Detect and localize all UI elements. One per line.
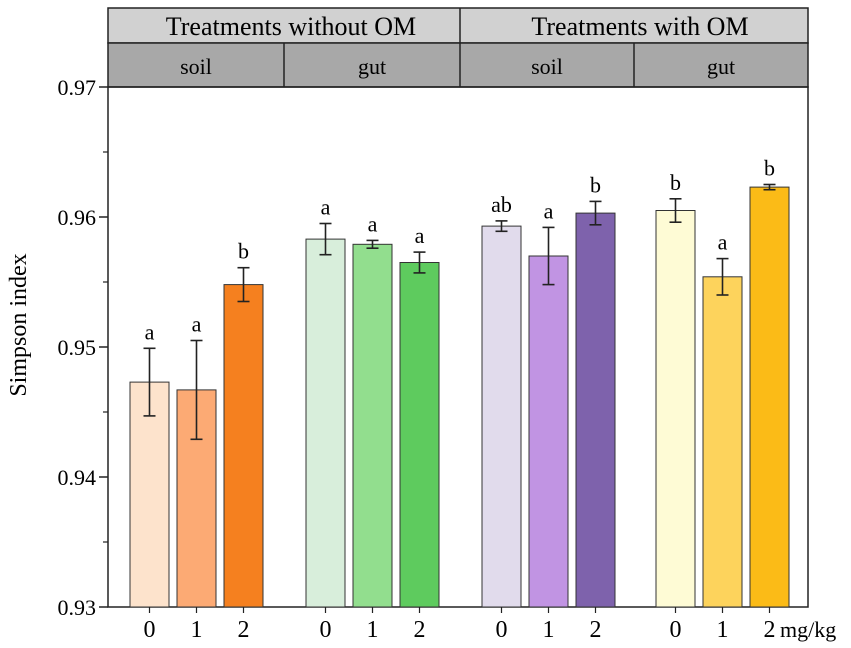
x-tick-label: 0: [496, 617, 508, 643]
x-tick-label: 1: [543, 617, 555, 643]
x-tick-label: 2: [764, 617, 776, 643]
x-tick-label: 2: [238, 617, 250, 643]
bar: [655, 210, 696, 608]
x-tick-label: 0: [670, 617, 682, 643]
significance-letter: a: [718, 230, 728, 255]
bar: [352, 243, 393, 608]
significance-letter: a: [145, 319, 155, 344]
significance-letter: a: [368, 211, 378, 236]
y-tick-label: 0.94: [58, 465, 97, 490]
bar: [305, 238, 346, 608]
x-tick-label: 0: [144, 617, 156, 643]
significance-letter: b: [238, 239, 249, 264]
x-tick-label: 1: [367, 617, 379, 643]
y-tick-label: 0.97: [58, 75, 97, 100]
y-tick-label: 0.95: [58, 335, 97, 360]
x-tick-label: 0: [320, 617, 332, 643]
header-bottom-label-gut-1: gut: [358, 54, 386, 79]
bar: [223, 284, 264, 608]
significance-letter: ab: [491, 192, 512, 217]
y-axis-title: Simpson index: [6, 253, 32, 396]
bar: [702, 276, 743, 608]
header-bottom-label-soil-2: soil: [531, 54, 563, 79]
x-tick-label: 1: [717, 617, 729, 643]
x-tick-label: 2: [414, 617, 426, 643]
bar: [575, 212, 616, 608]
significance-letter: a: [544, 198, 554, 223]
significance-letter: b: [670, 170, 681, 195]
header-bottom-label-soil-1: soil: [180, 54, 212, 79]
significance-letter: b: [590, 172, 601, 197]
y-tick-label: 0.96: [58, 205, 97, 230]
significance-letter: a: [192, 312, 202, 337]
header-top-background: [107, 7, 809, 44]
significance-letter: b: [764, 156, 775, 181]
bar: [528, 255, 569, 608]
y-axis: 0.93 0.94 0.95 0.96 0.97: [58, 75, 108, 620]
bar: [481, 225, 522, 608]
significance-letter: a: [321, 195, 331, 220]
significance-letter: a: [415, 223, 425, 248]
bar: [749, 186, 790, 608]
header-bottom-label-gut-2: gut: [707, 54, 735, 79]
x-axis-unit-label: mg/kg: [780, 617, 836, 642]
y-tick-label: 0.93: [58, 595, 97, 620]
x-tick-label: 2: [590, 617, 602, 643]
x-axis: 0 1 2 0 1 2 0 1 2 0 1 2: [144, 607, 776, 643]
header-bottom-background: [107, 42, 809, 88]
bar: [399, 262, 440, 608]
x-tick-label: 1: [191, 617, 203, 643]
header-top-label-with-om: Treatments with OM: [531, 12, 748, 41]
header-top-label-without-om: Treatments without OM: [166, 12, 416, 41]
